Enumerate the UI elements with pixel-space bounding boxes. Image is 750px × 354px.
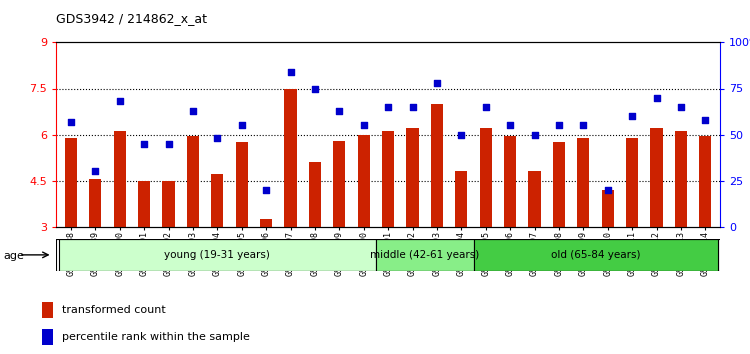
Bar: [309, 162, 321, 227]
Text: middle (42-61 years): middle (42-61 years): [370, 250, 479, 260]
Bar: [333, 141, 346, 227]
Point: [89, 169, 101, 174]
Bar: [42, 302, 53, 318]
Point: [65, 119, 77, 125]
Bar: [58, 239, 376, 271]
Text: transformed count: transformed count: [62, 305, 166, 315]
Bar: [480, 129, 492, 227]
Point: [114, 98, 126, 104]
Point: [675, 104, 687, 110]
Point: [236, 122, 248, 128]
Text: young (19-31 years): young (19-31 years): [164, 250, 270, 260]
Bar: [406, 129, 418, 227]
Text: age: age: [4, 251, 25, 261]
Point: [455, 132, 467, 137]
Point: [431, 80, 443, 86]
Point: [187, 108, 199, 113]
Bar: [284, 88, 296, 227]
Point: [309, 86, 321, 91]
Bar: [602, 190, 613, 227]
Bar: [113, 131, 126, 227]
Point: [626, 113, 638, 119]
Point: [553, 122, 565, 128]
Bar: [42, 329, 53, 345]
Bar: [675, 131, 687, 227]
Bar: [430, 104, 443, 227]
Text: GDS3942 / 214862_x_at: GDS3942 / 214862_x_at: [56, 12, 207, 25]
Bar: [138, 181, 150, 227]
Bar: [529, 171, 541, 227]
Point: [333, 108, 345, 113]
Point: [163, 141, 175, 147]
Point: [650, 95, 662, 101]
Point: [578, 122, 590, 128]
Point: [406, 104, 418, 110]
Bar: [382, 131, 394, 227]
Bar: [504, 136, 516, 227]
Bar: [260, 219, 272, 227]
Point: [211, 135, 223, 141]
Text: percentile rank within the sample: percentile rank within the sample: [62, 332, 250, 342]
Bar: [163, 181, 175, 227]
Bar: [211, 175, 223, 227]
Point: [284, 69, 296, 75]
Point: [260, 187, 272, 193]
Bar: [236, 142, 248, 227]
Bar: [578, 138, 590, 227]
Point: [138, 141, 150, 147]
Point: [480, 104, 492, 110]
Point: [382, 104, 394, 110]
Bar: [358, 135, 370, 227]
Point: [504, 122, 516, 128]
Bar: [473, 239, 718, 271]
Bar: [376, 239, 473, 271]
Bar: [64, 138, 77, 227]
Bar: [699, 136, 712, 227]
Point: [529, 132, 541, 137]
Bar: [455, 171, 467, 227]
Bar: [553, 142, 565, 227]
Point: [602, 187, 613, 193]
Text: old (65-84 years): old (65-84 years): [550, 250, 640, 260]
Point: [699, 117, 711, 122]
Bar: [650, 129, 663, 227]
Point: [358, 122, 370, 128]
Bar: [187, 136, 199, 227]
Bar: [89, 179, 101, 227]
Bar: [626, 138, 638, 227]
